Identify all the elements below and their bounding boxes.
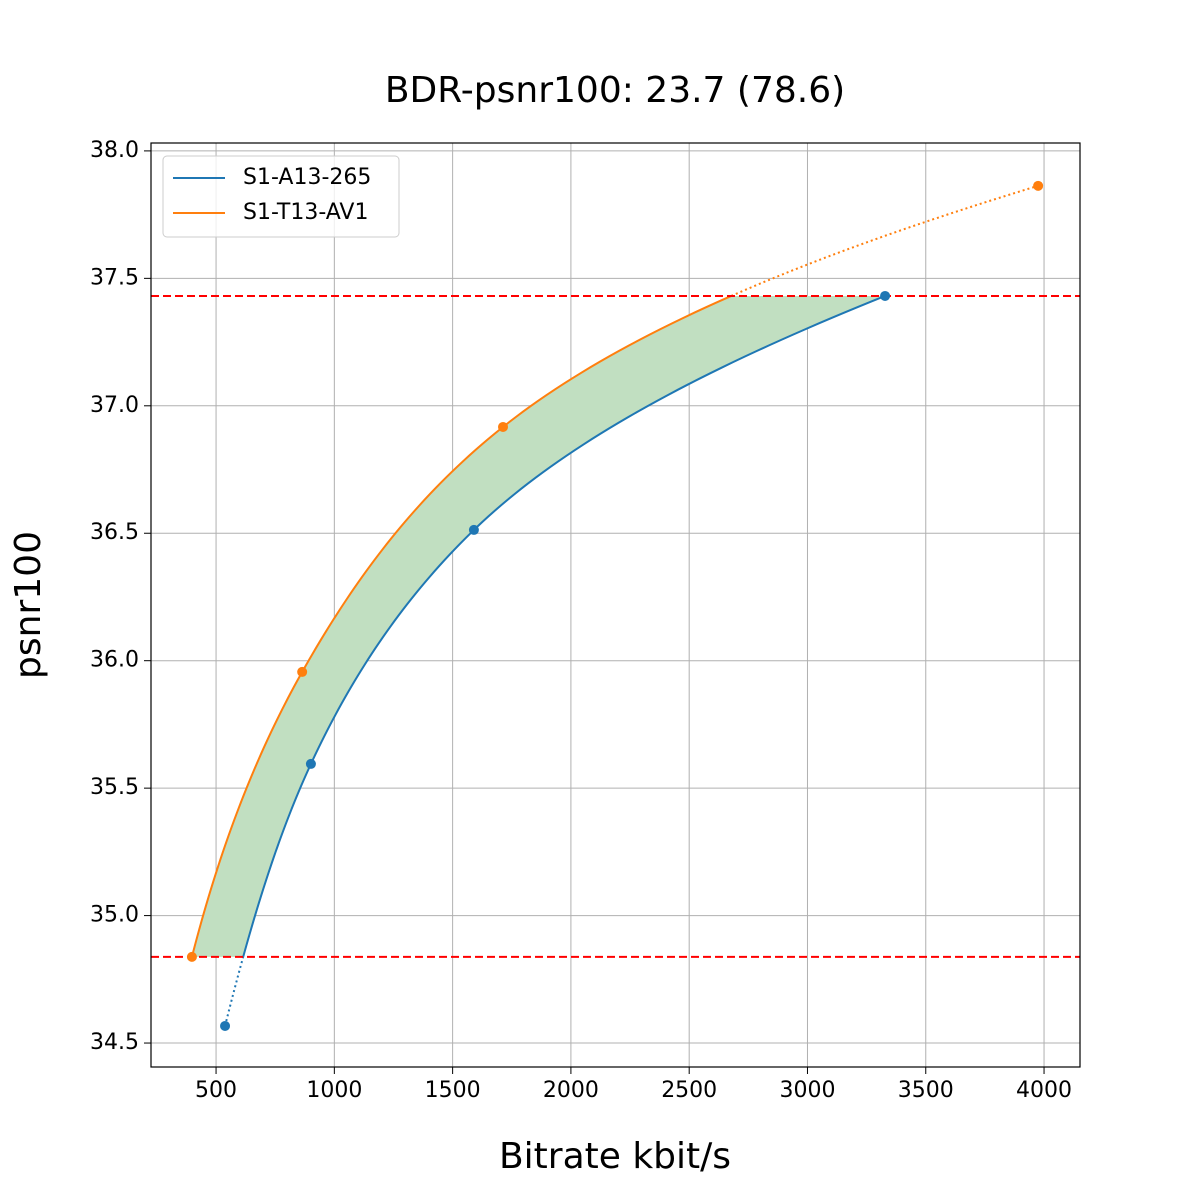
- y-tick-label: 37.5: [90, 265, 139, 290]
- x-tick-label: 1000: [306, 1078, 362, 1103]
- x-tick-label: 1500: [425, 1078, 481, 1103]
- y-tick-label: 38.0: [90, 138, 139, 163]
- data-point: [880, 290, 891, 301]
- data-point: [220, 1020, 231, 1031]
- x-tick-label: 2000: [543, 1078, 599, 1103]
- legend-box: [162, 155, 400, 238]
- x-tick-label: 500: [195, 1078, 237, 1103]
- y-tick-label: 35.0: [90, 903, 139, 928]
- y-axis-label: psnr100: [8, 531, 49, 679]
- x-tick-label: 3000: [779, 1078, 835, 1103]
- extrapolated-curve: [730, 184, 1039, 297]
- x-tick-label: 2500: [661, 1078, 717, 1103]
- legend-label: S1-A13-265: [243, 165, 371, 190]
- data-point: [498, 421, 509, 432]
- x-tick-label: 4000: [1016, 1078, 1072, 1103]
- data-point: [305, 758, 316, 769]
- data-point: [1033, 180, 1044, 191]
- fit-curve: [190, 295, 732, 958]
- y-tick-label: 34.5: [90, 1030, 139, 1055]
- y-tick-label: 35.5: [90, 775, 139, 800]
- extrapolated-curve: [224, 956, 245, 1027]
- y-tick-label: 36.5: [90, 520, 139, 545]
- y-tick-label: 36.0: [90, 648, 139, 673]
- data-point: [468, 524, 479, 535]
- x-axis-label: Bitrate kbit/s: [499, 1136, 731, 1177]
- y-tick-label: 37.0: [90, 393, 139, 418]
- data-point: [297, 666, 308, 677]
- plot-frame: [150, 142, 1081, 1068]
- chart-title: BDR-psnr100: 23.7 (78.6): [385, 70, 845, 111]
- bd-area: [191, 295, 886, 957]
- data-point: [186, 951, 197, 962]
- fit-curve: [242, 295, 886, 958]
- x-tick-label: 3500: [898, 1078, 954, 1103]
- legend-label: S1-T13-AV1: [243, 200, 368, 225]
